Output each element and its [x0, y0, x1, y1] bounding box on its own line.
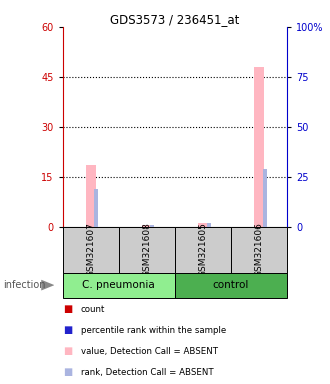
Bar [175, 273, 287, 298]
Text: GSM321605: GSM321605 [198, 222, 208, 277]
Text: infection: infection [3, 280, 46, 290]
Bar [175, 227, 231, 273]
Text: rank, Detection Call = ABSENT: rank, Detection Call = ABSENT [81, 368, 214, 377]
Text: count: count [81, 305, 105, 314]
Bar [150, 225, 154, 227]
Text: percentile rank within the sample: percentile rank within the sample [81, 326, 226, 335]
Bar [63, 227, 119, 273]
Bar [119, 227, 175, 273]
Bar [142, 225, 152, 227]
Text: GSM321606: GSM321606 [254, 222, 264, 277]
Text: C. pneumonia: C. pneumonia [82, 280, 155, 290]
Bar [94, 189, 98, 227]
Bar [86, 165, 96, 227]
Text: ■: ■ [63, 325, 72, 335]
Bar [63, 273, 175, 298]
Bar [231, 227, 287, 273]
Bar [254, 67, 264, 227]
Text: value, Detection Call = ABSENT: value, Detection Call = ABSENT [81, 347, 218, 356]
Bar [263, 169, 267, 227]
Text: ■: ■ [63, 346, 72, 356]
Text: ■: ■ [63, 304, 72, 314]
Text: ■: ■ [63, 367, 72, 377]
Polygon shape [41, 280, 54, 291]
Bar [198, 223, 208, 227]
Text: control: control [213, 280, 249, 290]
Bar [207, 223, 211, 227]
Text: GSM321607: GSM321607 [86, 222, 95, 277]
Text: GSM321608: GSM321608 [142, 222, 151, 277]
Title: GDS3573 / 236451_at: GDS3573 / 236451_at [110, 13, 240, 26]
